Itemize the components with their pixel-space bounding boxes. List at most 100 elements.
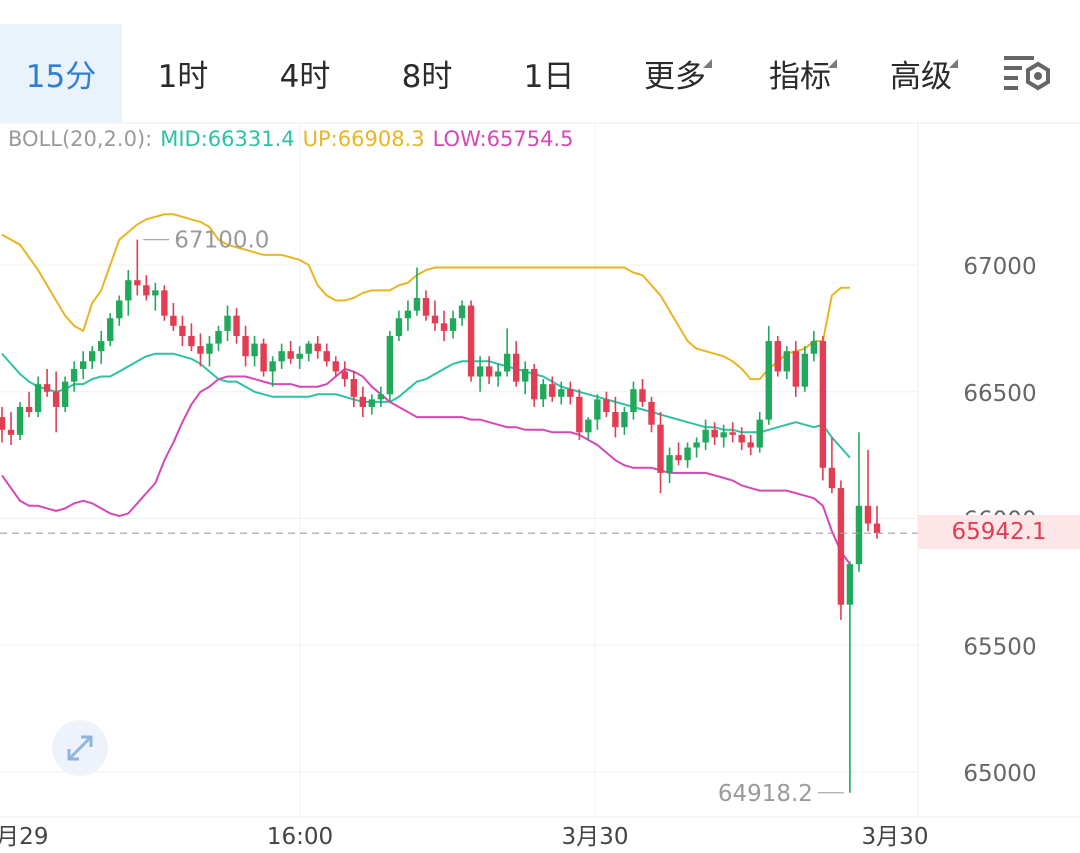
candle-body xyxy=(79,361,87,369)
candle-body xyxy=(260,343,267,372)
candle-body xyxy=(648,401,655,425)
candle-body xyxy=(233,315,240,336)
tab-5[interactable]: 更多 xyxy=(610,24,740,122)
candle-body xyxy=(729,432,736,435)
candle-body xyxy=(585,419,592,433)
candle-body xyxy=(639,389,646,402)
boll-legend: BOLL(20,2.0): MID:66331.4 UP:66908.3 LOW:65… xyxy=(8,127,582,151)
tab-label: 高级 xyxy=(890,51,958,96)
candle-body xyxy=(576,396,583,433)
candle-body xyxy=(485,366,493,377)
candle-body xyxy=(540,384,547,400)
candle-body xyxy=(52,391,60,407)
timeframe-tabbar: 15分 1时 4时 8时 1日 更多 指标 高级 xyxy=(0,0,1080,122)
candle-body xyxy=(531,368,538,400)
candle-body xyxy=(521,368,529,382)
high-price-label: 67100.0 xyxy=(174,228,269,254)
candle-body xyxy=(350,379,358,397)
candle-body xyxy=(152,290,159,296)
candle-body xyxy=(873,523,881,534)
candle-body xyxy=(359,396,367,407)
candle-body xyxy=(206,343,213,354)
candle-body xyxy=(738,434,745,443)
boll-low-line xyxy=(1,367,851,565)
tab-1[interactable]: 1时 xyxy=(122,24,244,122)
boll-up-line xyxy=(1,213,850,381)
candle-body xyxy=(170,315,177,326)
chart-settings-button[interactable] xyxy=(1000,50,1056,96)
candlestick-chart[interactable]: 67000665006600065500650003月2916:003月303月… xyxy=(0,122,1080,853)
candle-body xyxy=(368,399,376,407)
tab-label: 1时 xyxy=(157,58,209,95)
candle-body xyxy=(7,429,15,435)
x-tick-label: 3月30 xyxy=(562,824,629,850)
low-price-label: 64918.2 xyxy=(718,781,813,807)
candle-body xyxy=(684,447,691,461)
candle-body xyxy=(476,366,484,377)
boll-mid-line xyxy=(1,352,851,459)
candle-body xyxy=(61,381,69,407)
candle-body xyxy=(512,353,520,382)
candle-body xyxy=(305,343,312,354)
candle-body xyxy=(278,351,285,362)
candle-body xyxy=(720,432,727,438)
candle-body xyxy=(287,351,294,359)
chart-settings-icon xyxy=(1004,56,1050,91)
candle-body xyxy=(458,305,466,319)
candle-body xyxy=(332,361,339,372)
candle-body xyxy=(801,353,809,387)
x-tick-label: 3月30 xyxy=(862,824,929,850)
candle-body xyxy=(449,318,457,331)
tab-7[interactable]: 高级 xyxy=(860,24,982,122)
candle-body xyxy=(16,406,24,435)
candle-body xyxy=(215,330,222,344)
y-tick-label: 65500 xyxy=(963,634,1036,660)
tab-label: 8时 xyxy=(401,58,453,95)
candle-body xyxy=(783,351,790,372)
candle-body xyxy=(107,318,114,342)
candle-body xyxy=(116,300,123,319)
tab-3[interactable]: 8时 xyxy=(366,24,488,122)
tab-4[interactable]: 1日 xyxy=(488,24,610,122)
candle-body xyxy=(612,412,619,428)
dropdown-caret-icon xyxy=(703,58,712,68)
candle-body xyxy=(242,335,249,357)
tab-label: 4时 xyxy=(279,58,331,95)
last-price-tag: 65942.1 xyxy=(918,515,1080,549)
candle-body xyxy=(756,419,763,448)
boll-mid-value: MID:66331.4 xyxy=(160,127,295,151)
expand-chart-button[interactable] xyxy=(52,720,108,776)
candle-body xyxy=(395,318,403,336)
candle-body xyxy=(657,424,664,473)
tab-0[interactable]: 15分 xyxy=(0,24,122,122)
boll-low-value: LOW:65754.5 xyxy=(432,127,574,151)
candle-body xyxy=(404,310,412,319)
tab-6[interactable]: 指标 xyxy=(740,24,860,122)
y-tick-label: 66500 xyxy=(963,381,1036,407)
candle-body xyxy=(666,455,673,473)
candle-body xyxy=(747,442,754,448)
candle-body xyxy=(0,417,6,430)
candle-body xyxy=(765,341,772,420)
candle-body xyxy=(161,290,168,316)
candle-body xyxy=(855,505,863,565)
candle-body xyxy=(413,297,421,311)
x-tick-label: 16:00 xyxy=(267,824,333,850)
candle-body xyxy=(467,305,475,377)
candle-body xyxy=(603,399,610,413)
candle-body xyxy=(630,389,637,413)
candle-body xyxy=(179,325,186,336)
tab-label: 15分 xyxy=(25,58,97,95)
candle-body xyxy=(792,351,800,387)
candle-body xyxy=(567,389,574,397)
candle-body xyxy=(846,564,854,605)
candle-body xyxy=(188,335,195,347)
candle-body xyxy=(197,346,204,354)
candle-body xyxy=(70,368,78,382)
candle-body xyxy=(549,384,556,397)
candle-body xyxy=(25,406,33,413)
candle-body xyxy=(422,297,430,316)
tab-label: 更多 xyxy=(644,51,712,96)
candle-body xyxy=(774,341,781,372)
tab-2[interactable]: 4时 xyxy=(244,24,366,122)
